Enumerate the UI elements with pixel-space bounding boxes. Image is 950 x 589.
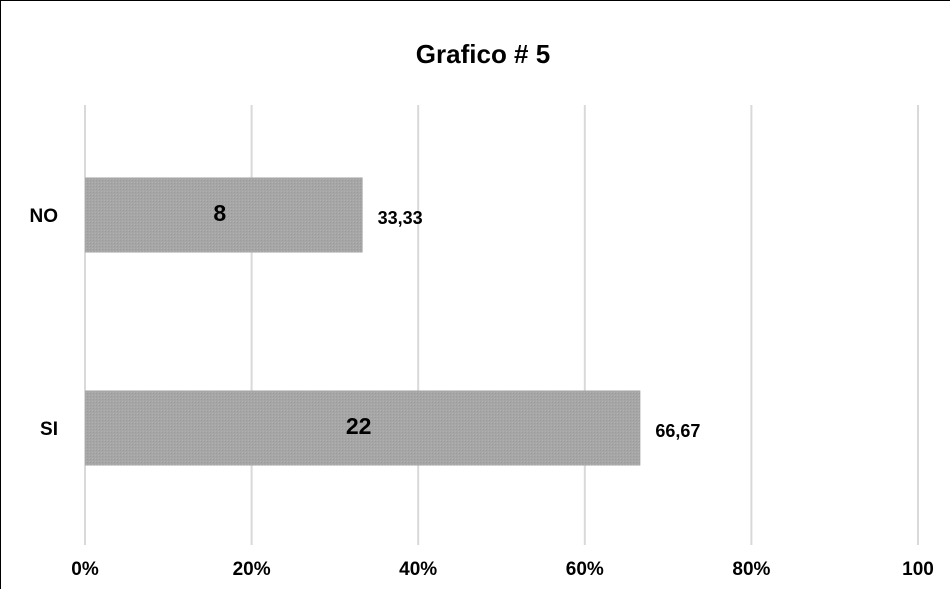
chart-title: Grafico # 5 bbox=[416, 39, 550, 69]
category-label: NO bbox=[30, 206, 59, 227]
x-tick-label: 20% bbox=[233, 559, 271, 580]
x-tick-label: 80% bbox=[732, 559, 770, 580]
x-tick-label: 0% bbox=[71, 559, 99, 580]
category-label: SI bbox=[40, 419, 58, 440]
x-tick-label: 40% bbox=[399, 559, 437, 580]
bar-si bbox=[85, 390, 641, 466]
x-tick-label: 100 bbox=[902, 559, 934, 580]
bars: 8 33,33 22 66,67 bbox=[85, 177, 700, 466]
bar-count-label: 22 bbox=[346, 413, 372, 439]
bar-no bbox=[85, 177, 363, 253]
bar-count-label: 8 bbox=[213, 200, 226, 226]
bar-value-label: 33,33 bbox=[378, 208, 423, 228]
gridlines bbox=[84, 105, 919, 545]
x-tick-label: 60% bbox=[566, 559, 604, 580]
bar-value-label: 66,67 bbox=[655, 421, 700, 441]
x-tick-labels: 0% 20% 40% 60% 80% 100 bbox=[71, 559, 934, 580]
category-labels: NO SI bbox=[30, 206, 59, 440]
